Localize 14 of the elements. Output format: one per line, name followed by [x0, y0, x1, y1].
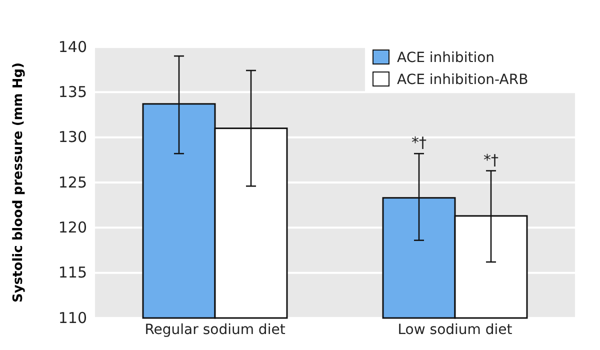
y-tick-label: 120: [58, 218, 87, 236]
annotation: *†: [484, 150, 499, 169]
y-axis-title: Systolic blood pressure (mm Hg): [11, 62, 26, 303]
x-tick-label: Low sodium diet: [398, 322, 513, 338]
legend-label: ACE inhibition-ARB: [397, 72, 528, 88]
y-tick-label: 130: [58, 128, 87, 146]
legend-label: ACE inhibition: [397, 50, 495, 66]
y-tick-label: 110: [58, 308, 87, 327]
y-tick-label: 115: [58, 264, 87, 282]
x-tick-label: Regular sodium diet: [144, 322, 286, 338]
annotation: *†: [412, 134, 427, 152]
y-tick-label: 125: [58, 173, 87, 192]
y-tick-label: 135: [58, 82, 87, 101]
y-tick-label: 140: [58, 38, 87, 56]
